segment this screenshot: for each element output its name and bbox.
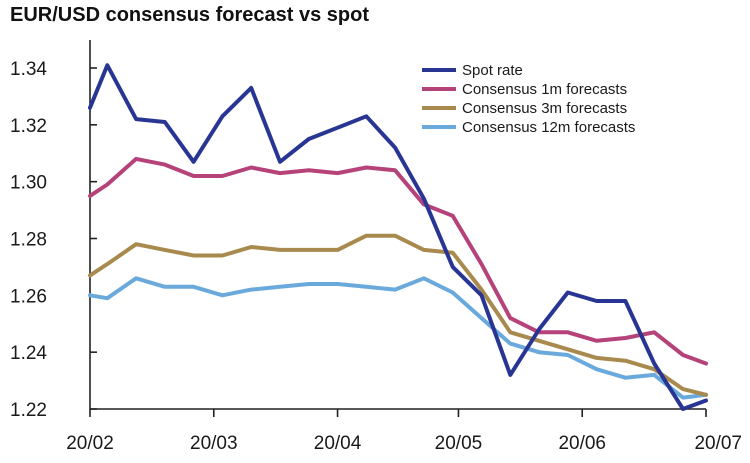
chart-title: EUR/USD consensus forecast vs spot [10,4,369,26]
legend-label-consensus-12m-forecasts: Consensus 12m forecasts [462,119,635,136]
legend-label-consensus-3m-forecasts: Consensus 3m forecasts [462,100,627,117]
axes [89,40,706,410]
x-tick-label: 20/05 [435,433,483,454]
x-tick-label: 20/06 [558,433,606,454]
y-tick-label: 1.22 [10,400,47,421]
y-tick-label: 1.24 [10,343,47,364]
y-tick-label: 1.30 [10,173,47,194]
legend-label-consensus-1m-forecasts: Consensus 1m forecasts [462,81,627,98]
legend-label-spot-rate: Spot rate [462,62,523,79]
x-tick-label: 20/04 [314,433,362,454]
series-lines [88,63,708,411]
series-line-spot-rate [88,63,708,411]
series-line-consensus-1m-forecasts [88,156,708,366]
y-tick-label: 1.34 [10,59,47,80]
x-tick-label: 20/07 [694,433,742,454]
y-axis-ticks: 1.22 1.24 1.26 1.28 1.30 1.32 1.34 [10,59,97,421]
x-axis-ticks: 20/02 20/03 20/04 20/05 20/06 20/07 [66,409,742,454]
series-line-consensus-3m-forecasts [88,233,708,397]
y-tick-label: 1.32 [10,116,47,137]
x-tick-label: 20/02 [66,433,114,454]
y-tick-label: 1.26 [10,286,47,307]
legend: Spot rate Consensus 1m forecasts Consensus… [422,62,635,136]
x-tick-label: 20/03 [190,433,238,454]
y-tick-label: 1.28 [10,230,47,251]
series-line-consensus-12m-forecasts [88,276,708,400]
